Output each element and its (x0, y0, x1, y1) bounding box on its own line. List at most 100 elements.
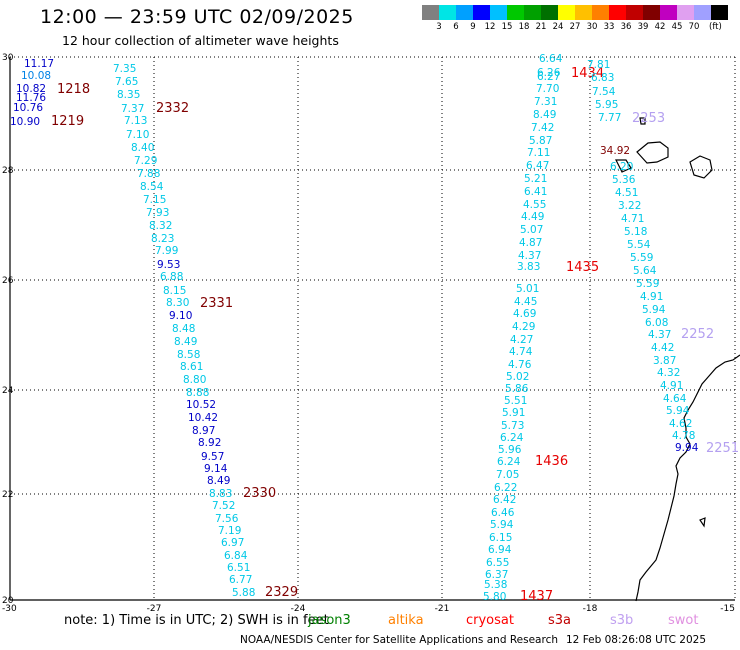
longitude-tick-label: -18 (583, 604, 598, 614)
wave-height-value: 3.83 (517, 261, 540, 273)
wave-height-value: 11.76 (16, 92, 46, 104)
wave-height-value: 5.36 (612, 174, 636, 186)
wave-height-value: 4.55 (523, 199, 546, 211)
wave-height-value: 8.54 (140, 181, 164, 193)
mission-legend-swot: swot (668, 613, 699, 628)
wave-height-value: 8.35 (117, 89, 140, 101)
wave-height-value: 6.55 (486, 557, 509, 569)
wave-height-value: 4.64 (663, 393, 687, 405)
colorbar-tick-label: 21 (535, 22, 547, 32)
mission-legend-jason3: jason3 (308, 613, 351, 628)
pass-time-label: 1434 (571, 66, 604, 81)
wave-height-value: 4.91 (640, 291, 663, 303)
colorbar-tick-label: 18 (518, 22, 530, 32)
wave-height-value: 8.48 (172, 323, 195, 335)
wave-height-value: 5.07 (520, 224, 543, 236)
colorbar-swatch (694, 5, 711, 20)
wave-height-value: 11.17 (24, 58, 54, 70)
wave-height-value: 4.49 (521, 211, 544, 223)
wave-height-value: 10.42 (188, 412, 218, 424)
wave-height-value: 5.01 (516, 283, 539, 295)
colorbar-tick-label: 30 (586, 22, 598, 32)
wave-height-value: 4.51 (615, 187, 638, 199)
wave-height-value: 5.96 (498, 444, 522, 456)
colorbar-swatch (507, 5, 524, 20)
wave-height-value: 9.10 (169, 310, 192, 322)
wave-height-value: 6.97 (221, 537, 244, 549)
wave-height-value: 5.87 (529, 135, 552, 147)
wave-height-value: 7.11 (527, 147, 550, 159)
mission-legend-s3a: s3a (548, 613, 572, 628)
wave-height-value: 4.37 (518, 250, 541, 262)
wave-height-value: 7.35 (113, 63, 136, 75)
wave-height-value: 7.37 (121, 103, 144, 115)
wave-height-value: 5.95 (595, 99, 618, 111)
wave-height-value: 7.93 (146, 207, 169, 219)
colorbar-swatch (609, 5, 626, 20)
wave-height-value: 8.15 (163, 285, 186, 297)
longitude-tick-label: -24 (291, 604, 306, 614)
colorbar-tick-label: 70 (688, 22, 700, 32)
wave-height-value: 4.42 (651, 342, 674, 354)
wave-height-value: 7.99 (155, 245, 178, 257)
wave-height-value: 7.65 (115, 76, 138, 88)
wave-height-value: 4.87 (519, 237, 542, 249)
wave-height-value: 7.05 (496, 469, 519, 481)
colorbar-tick-label: 33 (603, 22, 615, 32)
wave-height-value: 7.31 (534, 96, 557, 108)
colorbar-unit-label: (ft) (709, 22, 722, 32)
latitude-tick-label: 24 (2, 386, 14, 396)
pass-time-label: 1219 (51, 114, 84, 129)
canary-island-la-palma (615, 159, 632, 173)
pass-time-label: 1436 (535, 454, 568, 469)
colorbar-swatch (592, 5, 609, 20)
pass-time-label: 2329 (265, 585, 298, 600)
colorbar-swatch (575, 5, 592, 20)
wave-height-value: 5.91 (502, 407, 525, 419)
canary-island-tenerife (636, 141, 669, 164)
wave-height-value: 6.20 (610, 161, 633, 173)
wave-height-value: 5.64 (633, 265, 657, 277)
wave-height-value: 7.10 (126, 129, 149, 141)
wave-height-value: 5.94 (666, 405, 690, 417)
longitude-tick-label: -30 (2, 604, 17, 614)
wave-height-value: 6.51 (227, 562, 250, 574)
latitude-tick-label: 30 (2, 53, 14, 63)
wave-height-value: 7.54 (592, 86, 616, 98)
generated-timestamp: 12 Feb 08:26:08 UTC 2025 (566, 634, 706, 646)
map-subtitle: 12 hour collection of altimeter wave hei… (62, 33, 339, 48)
colorbar-tick-label: 27 (569, 22, 581, 32)
wave-height-value: 6.24 (500, 432, 524, 444)
pass-time-label: 2251 (706, 441, 739, 456)
wave-height-value: 5.51 (504, 395, 527, 407)
wave-height-value: 7.56 (215, 513, 239, 525)
colorbar-swatch (626, 5, 643, 20)
colorbar-tick-label: 6 (453, 22, 459, 32)
wave-height-value: 5.80 (483, 591, 506, 603)
colorbar-swatch (422, 5, 439, 20)
wave-height-value: 5.02 (506, 371, 529, 383)
wave-height-value: 5.94 (642, 304, 666, 316)
wave-height-value: 9.57 (201, 451, 224, 463)
pass-time-label: 1218 (57, 82, 90, 97)
colorbar-tick-label: 36 (620, 22, 632, 32)
wave-height-value: 4.37 (648, 329, 671, 341)
wave-height-value: 6.84 (224, 550, 248, 562)
wave-height-value: 6.26 (537, 67, 561, 79)
colorbar-swatch (456, 5, 473, 20)
pass-time-label: 2253 (632, 111, 665, 126)
coastline-layer (615, 117, 740, 602)
wave-height-value: 5.94 (490, 519, 514, 531)
wave-height-value: 6.24 (497, 456, 521, 468)
colorbar-swatch (541, 5, 558, 20)
wave-height-value: 4.27 (510, 334, 533, 346)
wave-height-value: 7.42 (531, 122, 554, 134)
wave-height-value: 9.14 (204, 463, 228, 475)
wave-height-value: 6.41 (524, 186, 547, 198)
colorbar-tick-label: 9 (470, 22, 476, 32)
wave-height-value: 7.13 (124, 115, 147, 127)
wave-height-value: 4.69 (513, 308, 536, 320)
colorbar-tick-label: 42 (654, 22, 666, 32)
